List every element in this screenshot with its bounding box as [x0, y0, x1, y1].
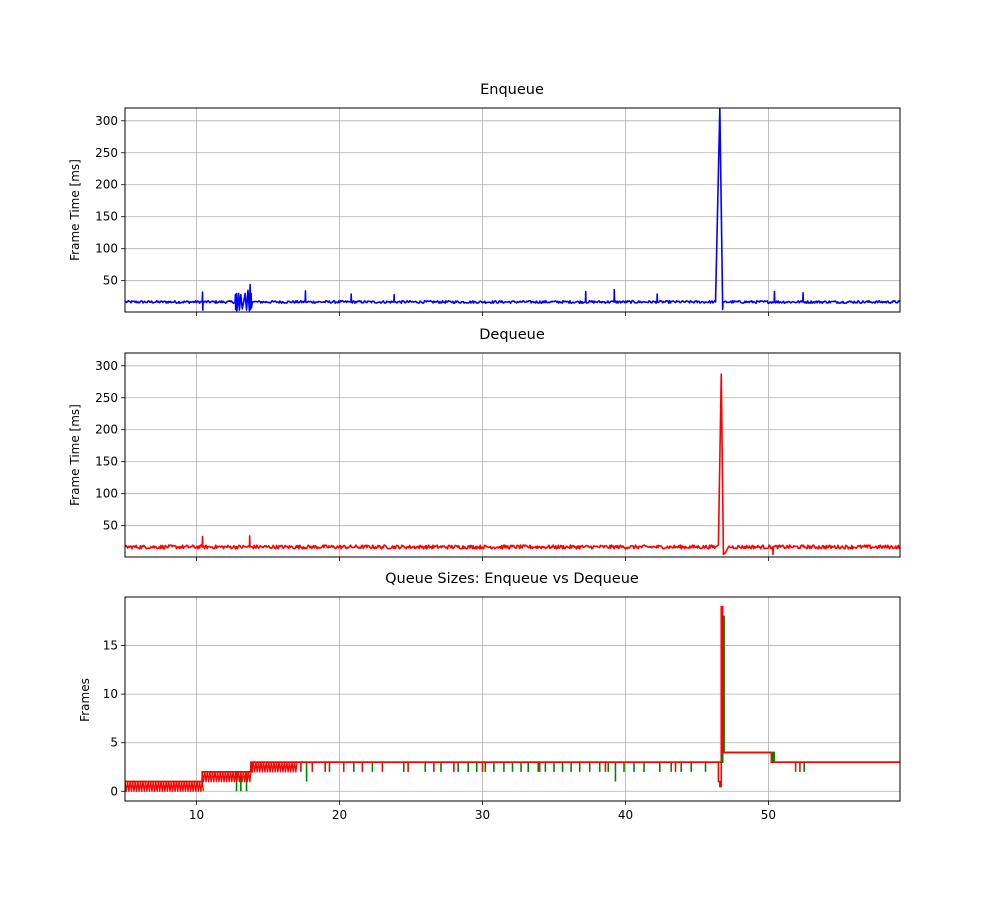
queue-sizes-axes-frame [124, 596, 901, 802]
enqueue-series [125, 108, 900, 312]
enqueue-ylabel: Frame Time [ms] [68, 159, 82, 261]
queue-sizes-ytick-label: 5 [110, 736, 118, 750]
queue-sizes-ylabel: Frames [78, 678, 92, 722]
queue-sizes-oscillation-band [201, 771, 252, 783]
dequeue-series [125, 373, 900, 556]
queue-sizes-grid [125, 597, 900, 801]
dequeue-ytick-label: 250 [95, 391, 118, 405]
dequeue-ytick-label: 150 [95, 455, 118, 469]
queue-sizes-ticks: 10 20 30 40 50 0 5 10 15 [103, 639, 776, 822]
queue-sizes-xtick-label: 10 [189, 808, 204, 822]
enqueue-series-line [125, 108, 900, 312]
enqueue-ytick-label: 200 [95, 178, 118, 192]
queue-sizes-oscillation-band [250, 761, 298, 773]
dequeue-ytick-label: 200 [95, 423, 118, 437]
dequeue-ytick-label: 100 [95, 487, 118, 501]
dequeue-grid [125, 353, 900, 557]
enqueue-axes-frame [124, 107, 901, 313]
queue-sizes-panel: Queue Sizes: Enqueue vs Dequeue Frames 1… [78, 571, 901, 822]
dequeue-ylabel: Frame Time [ms] [68, 404, 82, 506]
dequeue-ticks: 50 100 150 200 250 300 [95, 359, 769, 561]
queue-sizes-ytick-label: 15 [103, 639, 118, 653]
enqueue-panel: Enqueue Frame Time [ms] 50 100 150 200 250 30… [68, 82, 901, 316]
enqueue-ytick-label: 150 [95, 210, 118, 224]
enqueue-ytick-label: 50 [103, 274, 118, 288]
enqueue-grid [125, 108, 900, 312]
queue-sizes-ytick-label: 10 [103, 687, 118, 701]
queue-sizes-xtick-label: 50 [761, 808, 776, 822]
dequeue-ytick-label: 300 [95, 359, 118, 373]
dequeue-axes-frame [124, 352, 901, 558]
queue-sizes-oscillation-band [125, 780, 205, 792]
queue-sizes-ytick-label: 0 [110, 784, 118, 798]
enqueue-ticks: 50 100 150 200 250 300 [95, 114, 769, 316]
enqueue-ytick-label: 250 [95, 146, 118, 160]
enqueue-ytick-label: 300 [95, 114, 118, 128]
queue-sizes-xtick-label: 40 [618, 808, 633, 822]
queue-sizes-series [125, 605, 900, 792]
dequeue-title: Dequeue [479, 327, 545, 343]
queue-sizes-xtick-label: 30 [475, 808, 490, 822]
queue-sizes-series-line [125, 605, 900, 788]
enqueue-title: Enqueue [480, 82, 544, 98]
dequeue-ytick-label: 50 [103, 519, 118, 533]
queue-sizes-title: Queue Sizes: Enqueue vs Dequeue [385, 571, 639, 587]
dequeue-series-line [125, 373, 900, 556]
enqueue-ytick-label: 100 [95, 242, 118, 256]
queue-sizes-xtick-label: 20 [332, 808, 347, 822]
dequeue-panel: Dequeue Frame Time [ms] 50 100 150 200 250 30… [68, 327, 901, 561]
